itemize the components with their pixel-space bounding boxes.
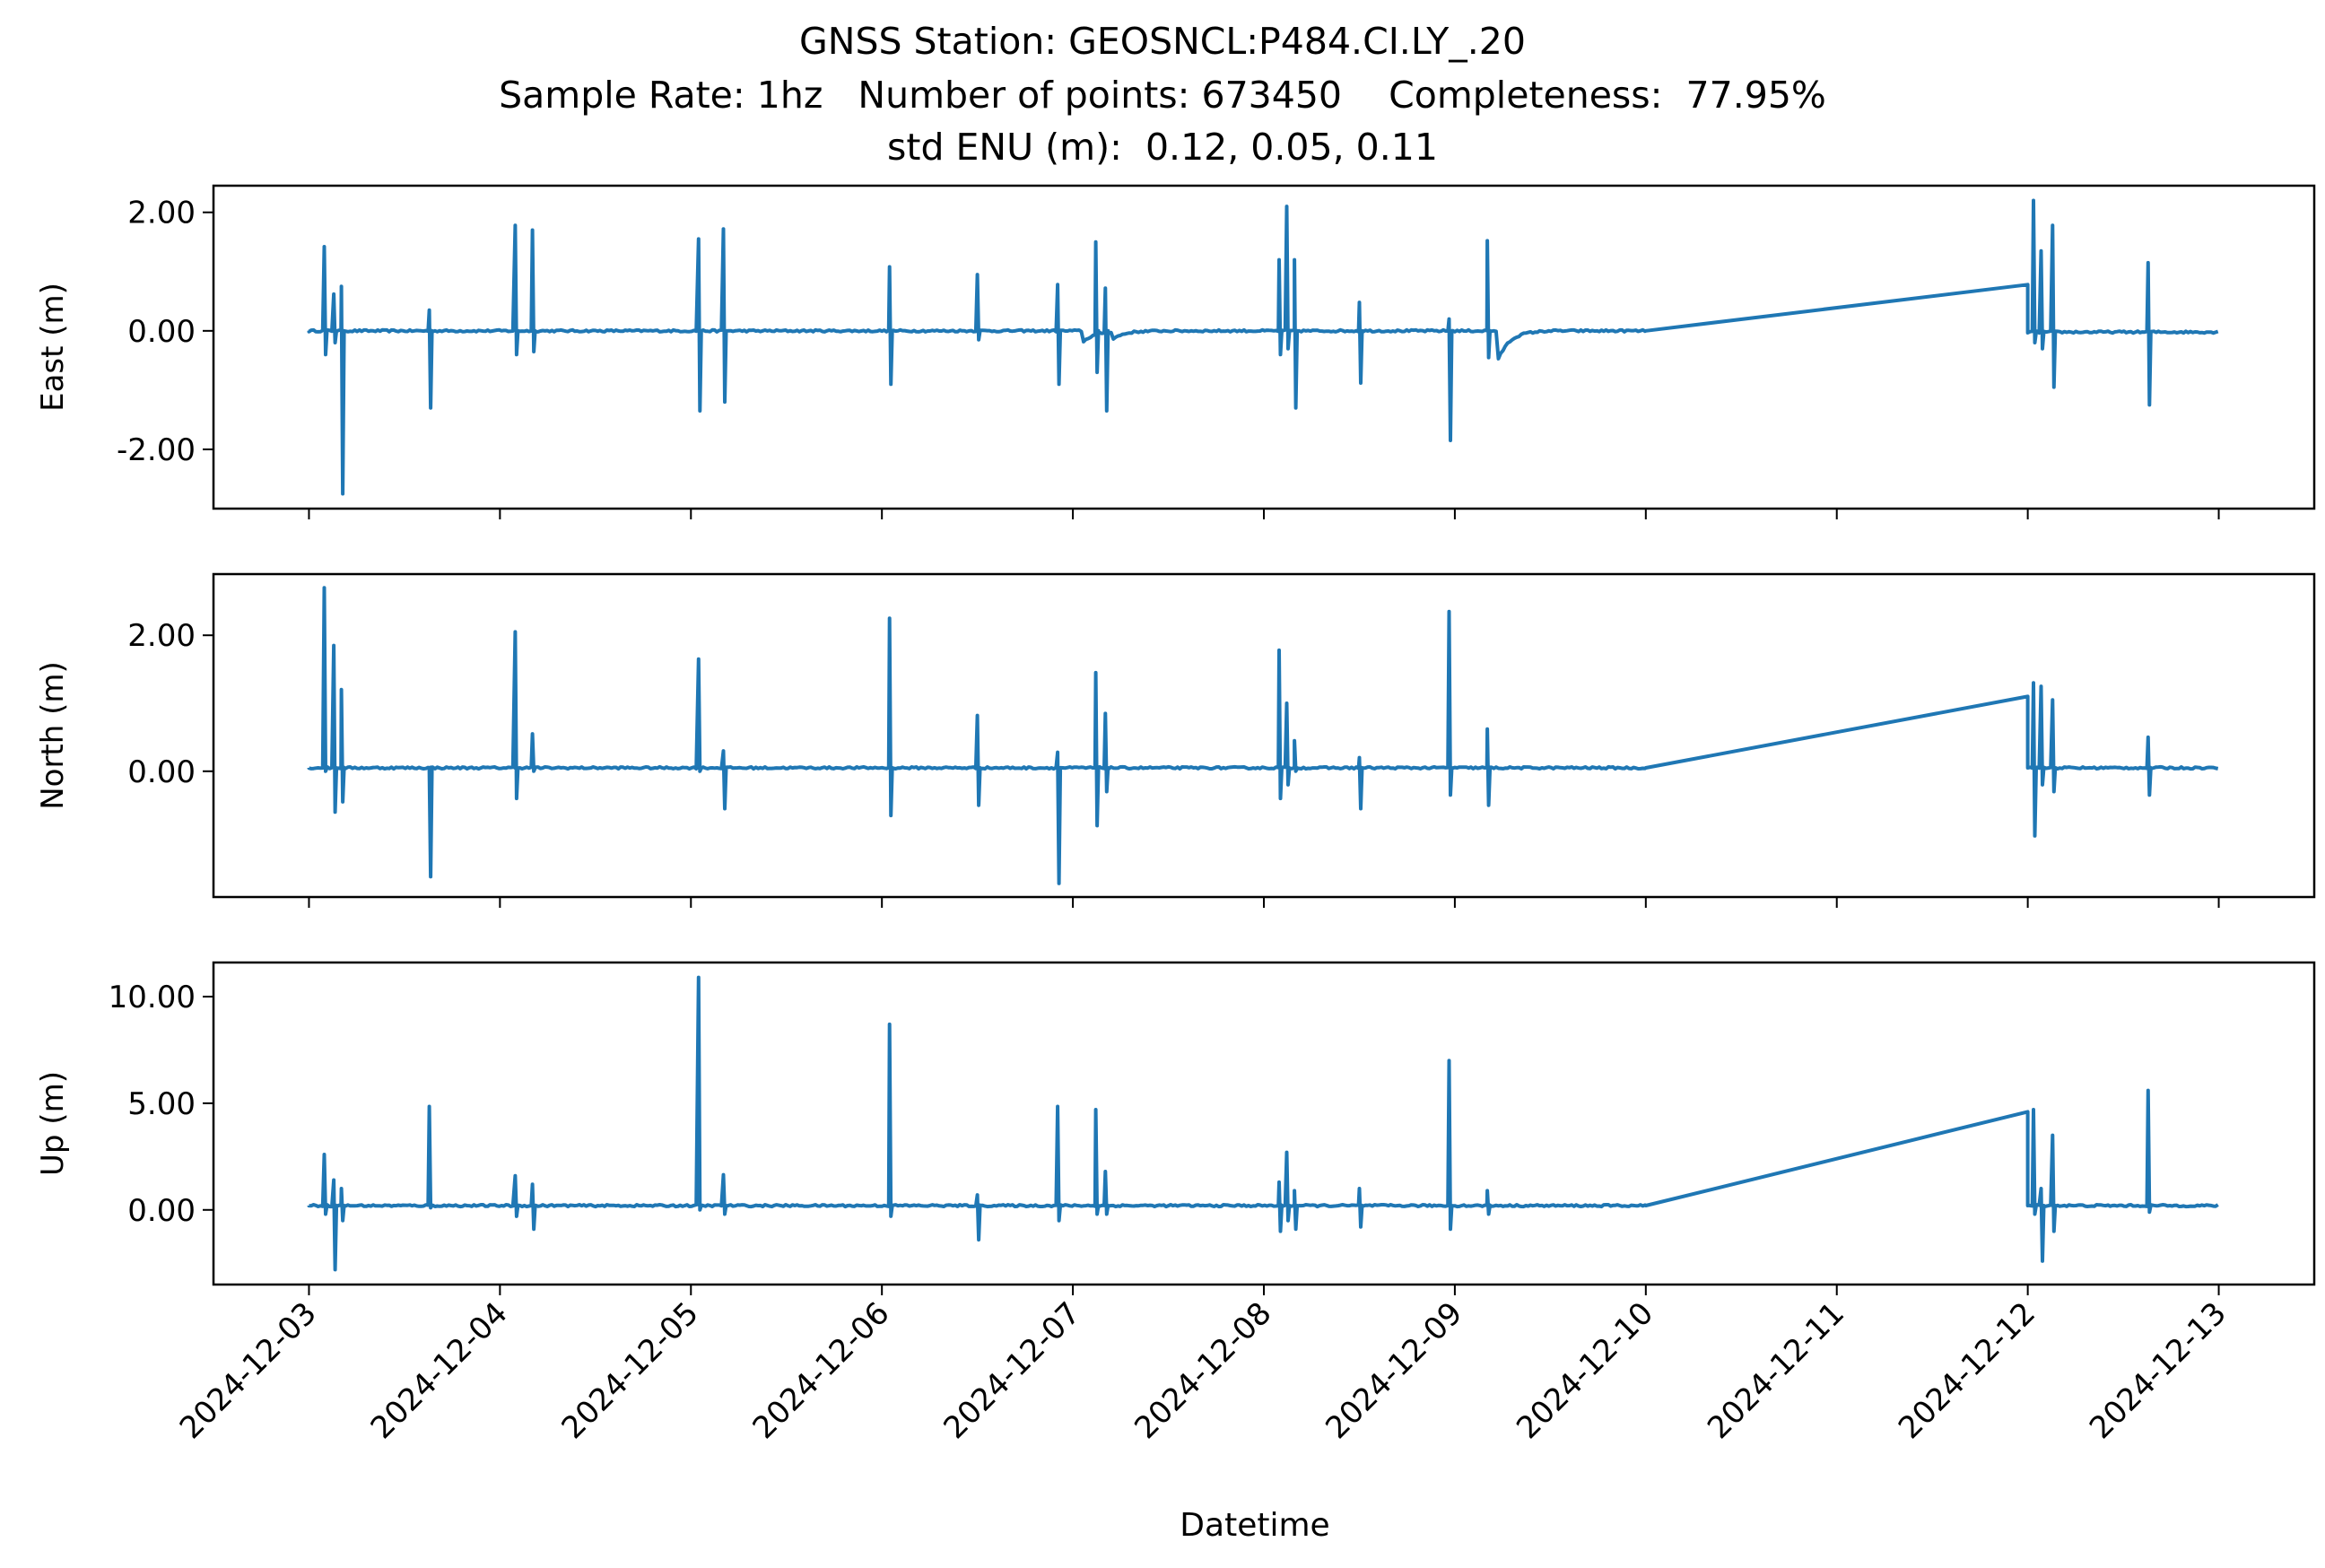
panel-frame-east: [212, 184, 2316, 510]
y-tick-label-east: 0.00: [127, 314, 196, 350]
y-axis-label-north: North (m): [35, 661, 71, 810]
series-line-north: [307, 586, 2219, 885]
y-tick-label-east: 2.00: [127, 196, 196, 231]
x-tick-label: 2024-12-03: [173, 1295, 324, 1446]
y-tick-label-north: 0.00: [127, 754, 196, 790]
chart-subtitle-std: std ENU (m): 0.12, 0.05, 0.11: [887, 126, 1438, 169]
chart-subtitle-sampling: Sample Rate: 1hz Number of points: 67345…: [499, 74, 1826, 117]
y-tick-label-up: 0.00: [127, 1193, 196, 1229]
x-tick-label: 2024-12-13: [2083, 1295, 2234, 1446]
x-tick-label: 2024-12-12: [1892, 1295, 2042, 1446]
panel-east: 2.00 0.00 -2.00 East (m): [35, 184, 2316, 519]
y-tick-label-east: -2.00: [117, 432, 196, 468]
x-tick-label: 2024-12-11: [1701, 1295, 1851, 1446]
x-tick-label: 2024-12-07: [936, 1295, 1087, 1446]
y-tick-label-north: 2.00: [127, 618, 196, 654]
x-tick-label: 2024-12-06: [746, 1295, 897, 1446]
x-tick-label: 2024-12-08: [1128, 1295, 1278, 1446]
y-tick-label-up: 5.00: [127, 1086, 196, 1122]
series-line-up: [307, 975, 2219, 1272]
x-tick-label: 2024-12-04: [364, 1295, 515, 1446]
y-tick-label-up: 10.00: [109, 980, 196, 1015]
chart-title: GNSS Station: GEOSNCL:P484.CI.LY_.20: [799, 20, 1526, 63]
y-axis-label-east: East (m): [35, 283, 71, 412]
panel-north: 2.00 0.00 North (m): [35, 572, 2316, 908]
x-tick-label: 2024-12-10: [1510, 1295, 1660, 1446]
panel-frame-north: [212, 572, 2316, 899]
x-axis-label: Datetime: [1180, 1507, 1329, 1544]
panel-frame-up: [212, 961, 2316, 1286]
series-line-east: [307, 198, 2219, 496]
x-tick-label: 2024-12-09: [1319, 1295, 1469, 1446]
x-tick-label: 2024-12-05: [555, 1295, 706, 1446]
panel-up: 10.00 5.00 0.00 Up (m): [35, 961, 2316, 1295]
y-axis-label-up: Up (m): [35, 1071, 71, 1176]
